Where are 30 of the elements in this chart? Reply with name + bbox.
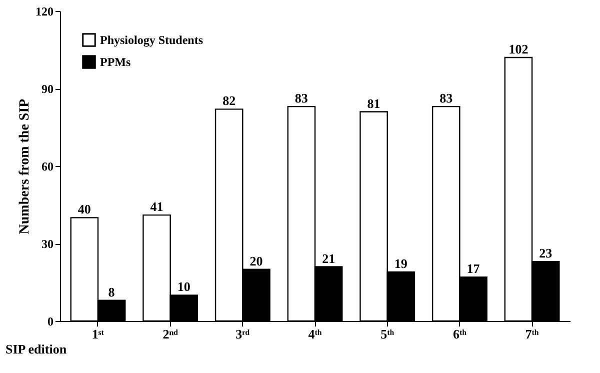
data-label: 10 (177, 279, 190, 294)
y-axis-title: Numbers from the SIP (18, 98, 32, 234)
x-tick-label: 4ᵗʰ (308, 326, 323, 342)
x-tick-label: 3ʳᵈ (236, 326, 250, 342)
data-label: 83 (440, 90, 454, 106)
y-tick-label: 30 (42, 237, 54, 251)
legend-label: PPMs (100, 55, 131, 69)
data-label: 82 (222, 93, 236, 108)
x-tick-label: 5ᵗʰ (380, 326, 395, 342)
data-label: 21 (322, 250, 336, 266)
y-tick-label: 120 (36, 4, 54, 18)
data-label: 81 (367, 96, 380, 111)
x-tick-label: 7ᵗʰ (525, 326, 540, 342)
legend-label: Physiology Students (100, 33, 204, 47)
y-tick-label: 0 (48, 314, 54, 328)
data-label: 102 (508, 42, 528, 56)
data-label: 41 (150, 199, 164, 214)
x-tick-label: 6ᵗʰ (452, 326, 468, 342)
data-label: 17 (466, 261, 480, 276)
data-label: 40 (78, 202, 91, 217)
x-axis-title: SIP edition (6, 342, 68, 356)
data-label: 23 (539, 246, 553, 261)
x-tick-label: 2ⁿᵈ (162, 326, 179, 342)
y-tick-label: 90 (42, 82, 54, 96)
x-tick-label: 1ˢᵗ (92, 326, 104, 342)
y-tick-label: 60 (42, 160, 54, 174)
data-label: 19 (394, 256, 408, 271)
data-label: 8 (108, 284, 116, 300)
data-label: 20 (250, 253, 263, 268)
data-label: 83 (294, 90, 308, 106)
